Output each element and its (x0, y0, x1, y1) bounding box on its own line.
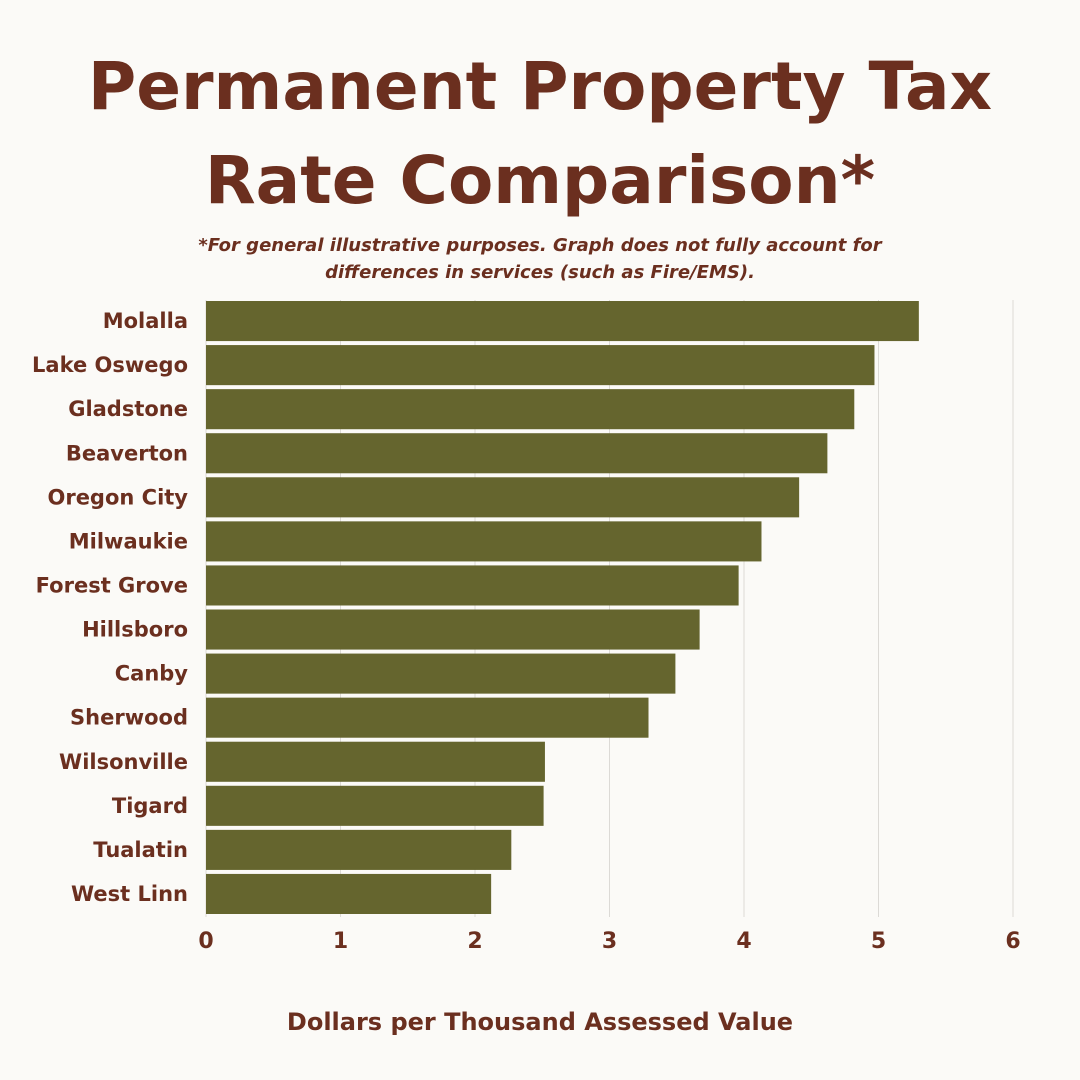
bar (206, 653, 676, 694)
category-label: Milwaukie (69, 529, 188, 553)
category-label: Oregon City (47, 485, 188, 509)
chart-subtitle: *For general illustrative purposes. Grap… (198, 235, 882, 283)
bar (206, 433, 828, 474)
category-label: Canby (115, 662, 189, 686)
category-label: Beaverton (66, 441, 188, 465)
x-tick-label: 4 (736, 929, 751, 954)
bar (206, 697, 649, 738)
x-tick-label: 0 (198, 929, 213, 954)
category-label: Molalla (103, 309, 188, 333)
category-label: Forest Grove (36, 573, 188, 597)
category-label: Wilsonville (59, 750, 188, 774)
category-label: West Linn (71, 882, 188, 906)
x-tick-label: 6 (1005, 929, 1020, 954)
x-tick-label: 3 (602, 929, 617, 954)
chart-title: Permanent Property Tax Rate Comparison* (87, 48, 993, 219)
bar (206, 389, 855, 430)
category-label: Sherwood (70, 706, 188, 730)
bar (206, 873, 492, 914)
bar (206, 301, 919, 342)
category-label: Hillsboro (82, 618, 188, 642)
x-axis-label: Dollars per Thousand Assessed Value (286, 1008, 794, 1036)
bar (206, 609, 700, 650)
bar (206, 345, 875, 386)
category-label: Lake Oswego (32, 353, 188, 377)
category-label: Gladstone (68, 397, 188, 421)
bar (206, 829, 512, 870)
bar (206, 741, 545, 782)
x-tick-label: 5 (871, 929, 886, 954)
category-label: Tualatin (93, 838, 188, 862)
x-tick-label: 1 (333, 929, 348, 954)
bar (206, 785, 544, 826)
bar (206, 565, 739, 606)
bar (206, 521, 762, 562)
x-tick-label: 2 (467, 929, 482, 954)
category-label: Tigard (112, 794, 188, 818)
bar (206, 477, 800, 518)
